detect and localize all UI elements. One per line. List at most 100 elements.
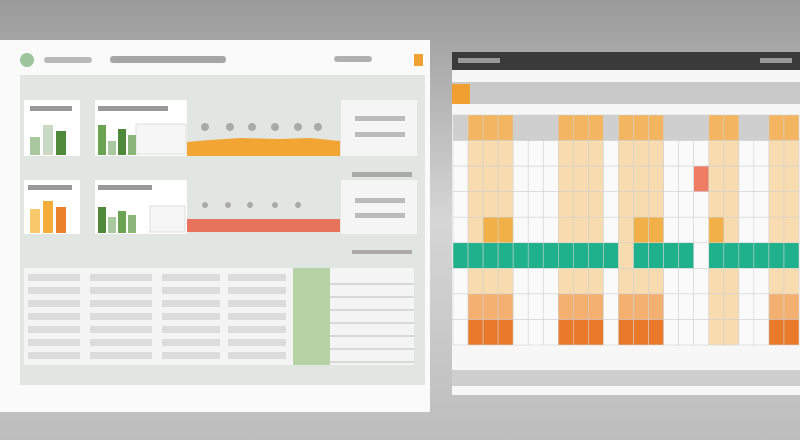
grid-cell	[693, 216, 710, 244]
grid-cell	[512, 242, 529, 269]
grid-cell	[633, 319, 649, 346]
grid-cell	[633, 114, 649, 141]
grid-cell	[648, 191, 664, 218]
grid-cell	[512, 319, 529, 346]
area-strip	[187, 138, 340, 156]
grid-cell	[768, 319, 785, 346]
grid-cell	[452, 293, 469, 320]
table-cell	[28, 352, 80, 359]
table-cell	[28, 300, 80, 307]
grid-cell	[512, 140, 529, 167]
grid-cell	[708, 140, 725, 167]
grid-cell	[482, 242, 499, 269]
grid-cell	[648, 293, 664, 320]
grid-cell	[452, 319, 469, 346]
table-cell	[162, 287, 220, 294]
toolbar-icon[interactable]	[452, 84, 470, 104]
table-cell	[90, 300, 152, 307]
grid-cell	[633, 268, 649, 295]
grid-cell	[723, 293, 740, 320]
grid-cell	[783, 268, 800, 295]
grid-cell	[497, 319, 514, 346]
grid-cell	[558, 319, 574, 346]
grid-cell	[693, 114, 710, 141]
grid-cell	[573, 293, 589, 320]
grid-cell	[588, 140, 604, 167]
title-bar	[452, 52, 800, 70]
grid-cell	[588, 293, 604, 320]
grid-cell	[482, 114, 499, 141]
grid-cell	[753, 140, 770, 167]
grid-cell	[753, 319, 770, 346]
grid-cell	[558, 293, 574, 320]
grid-cell	[467, 268, 484, 295]
title-controls[interactable]	[760, 58, 792, 63]
grid-cell	[678, 319, 694, 346]
grid-cell	[663, 140, 679, 167]
grid-cell	[753, 268, 770, 295]
grid-cell	[678, 293, 694, 320]
grid-cell	[648, 140, 664, 167]
grid-cell	[723, 114, 740, 141]
table-cell	[162, 274, 220, 281]
grid-cell	[648, 242, 664, 269]
grid-cell	[542, 293, 559, 320]
grid-cell	[497, 242, 514, 269]
grid-cell	[648, 165, 664, 192]
mini-bar	[98, 125, 106, 155]
grid-cell	[708, 268, 725, 295]
grid-cell	[588, 114, 604, 141]
grid-cell	[467, 191, 484, 218]
grid-cell	[738, 319, 755, 346]
grid-cell	[573, 191, 589, 218]
mini-bar	[128, 215, 136, 233]
caption	[352, 250, 412, 254]
mini-bar	[30, 137, 40, 155]
grid-cell	[558, 191, 574, 218]
mini-bar	[43, 201, 53, 233]
grid-cell	[512, 293, 529, 320]
grid-cell	[452, 268, 469, 295]
grid-cell	[783, 293, 800, 320]
grid-cell	[708, 114, 725, 141]
grid-cell	[603, 216, 619, 244]
grid-cell	[573, 319, 589, 346]
grid-cell	[497, 114, 514, 141]
table-cell	[90, 287, 152, 294]
grid-cell	[618, 319, 634, 346]
mini-bar	[108, 141, 116, 155]
grid-cell	[497, 293, 514, 320]
indicator[interactable]	[414, 54, 423, 66]
summary-text	[355, 116, 405, 121]
grid-cell	[527, 165, 544, 192]
mini-bar	[118, 211, 126, 233]
grid-cell	[768, 191, 785, 218]
grid-cell	[527, 114, 544, 141]
table-cell	[90, 339, 152, 346]
grid-cell	[542, 268, 559, 295]
grid-cell	[738, 242, 755, 269]
grid-cell	[783, 191, 800, 218]
grid-cell	[768, 216, 785, 244]
grid-cell	[512, 114, 529, 141]
grid-cell	[527, 242, 544, 269]
grid-cell	[618, 114, 634, 141]
table-cell	[228, 326, 286, 333]
grid-cell	[783, 114, 800, 141]
status-bar	[452, 370, 800, 386]
grid-cell	[633, 191, 649, 218]
summary-text	[355, 132, 405, 137]
grid-cell	[558, 140, 574, 167]
grid-cell	[573, 242, 589, 269]
grid-cell	[603, 242, 619, 269]
grid-cell	[542, 140, 559, 167]
table-cell	[162, 313, 220, 320]
grid-cell	[738, 140, 755, 167]
grid-cell	[603, 293, 619, 320]
mini-bar	[30, 209, 40, 233]
grid-cell	[542, 165, 559, 192]
grid-cell	[768, 293, 785, 320]
grid-cell	[723, 242, 740, 269]
table-cell	[162, 300, 220, 307]
grid-cell	[693, 242, 710, 269]
